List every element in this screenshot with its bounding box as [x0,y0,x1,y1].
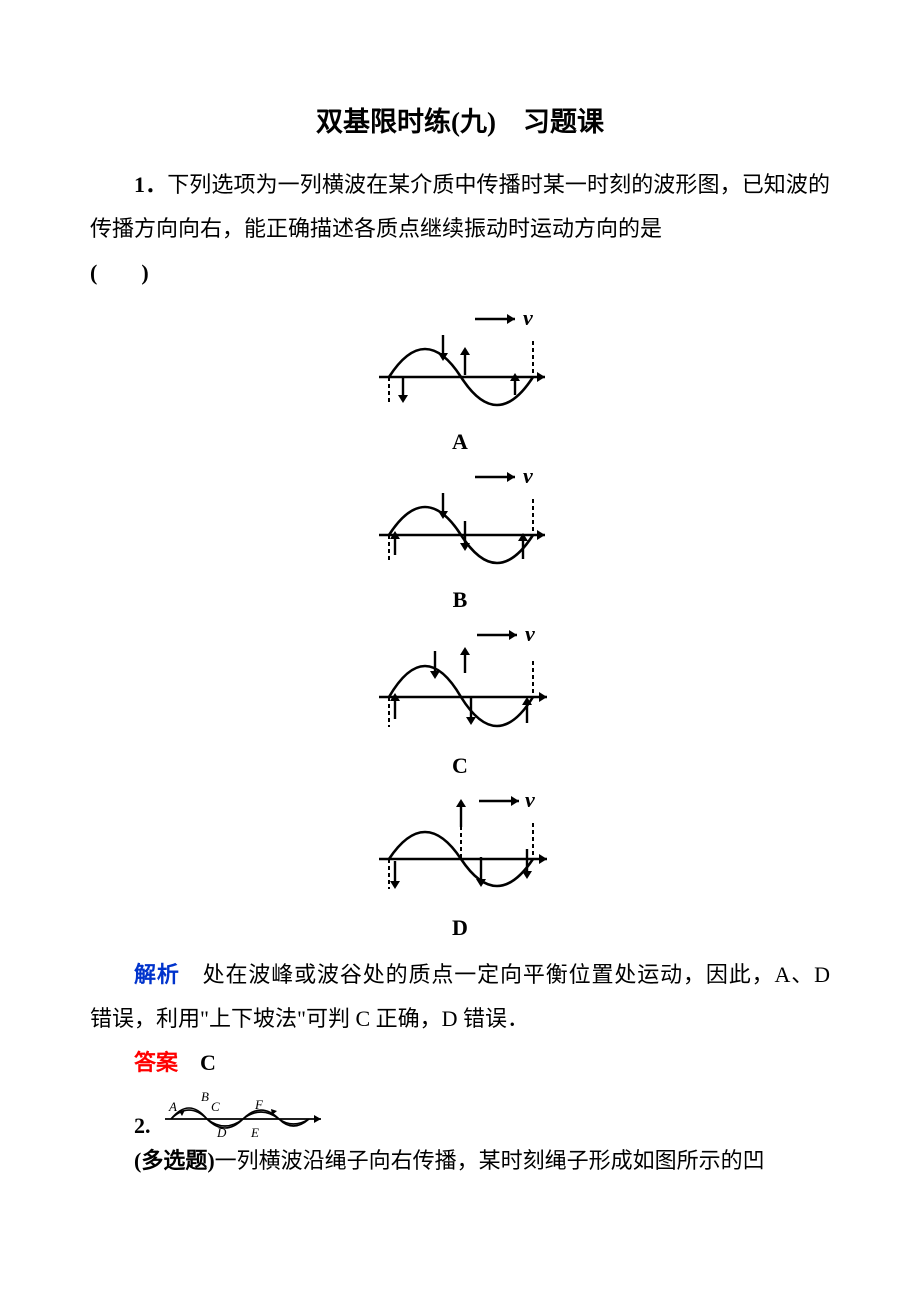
q2-diagram: A B C D E F [159,1089,329,1139]
diagram-c: v [365,621,555,749]
q2-pt-c: C [211,1099,220,1114]
v-label-a: v [523,305,533,330]
label-b: B [453,587,468,613]
q1-stem: 1．下列选项为一列横波在某介质中传播时某一时刻的波形图，已知波的传播方向向右，能… [90,163,830,251]
q2-stem-text: 一列横波沿绳子向右传播，某时刻绳子形成如图所示的凹 [215,1148,765,1173]
v-label-d: v [525,787,535,812]
q2-pt-f: F [254,1097,264,1112]
v-label-b: v [523,463,533,488]
q1-stem-text: 下列选项为一列横波在某介质中传播时某一时刻的波形图，已知波的传播方向向右，能正确… [90,172,830,241]
q1-answer: 答案 C [90,1041,830,1085]
analysis-label: 解析 [134,962,180,987]
analysis-text: 处在波峰或波谷处的质点一定向平衡位置处运动，因此，A、D 错误，利用"上下坡法"… [90,962,830,1031]
q2-number: 2. [134,1113,151,1138]
q2-pt-d: D [216,1125,227,1139]
label-d: D [452,915,468,941]
q2-stem: (多选题)一列横波沿绳子向右传播，某时刻绳子形成如图所示的凹 [90,1139,830,1183]
q2-pt-e: E [250,1125,259,1139]
page-title: 双基限时练(九) 习题课 [90,100,830,139]
diagram-a: v [365,305,555,425]
answer-text: C [200,1050,216,1075]
q1-paren: ( ) [90,251,830,295]
q2-pt-b: B [201,1089,209,1104]
q2-prefix: (多选题) [134,1148,215,1173]
answer-label: 答案 [134,1050,178,1075]
q1-analysis: 解析 处在波峰或波谷处的质点一定向平衡位置处运动，因此，A、D 错误，利用"上下… [90,953,830,1041]
q2-pt-a: A [168,1099,177,1114]
q1-number: 1． [134,172,167,197]
diagram-b: v [365,463,555,583]
label-a: A [452,429,468,455]
v-label-c: v [525,621,535,646]
diagram-d: v [365,787,555,911]
label-c: C [452,753,468,779]
